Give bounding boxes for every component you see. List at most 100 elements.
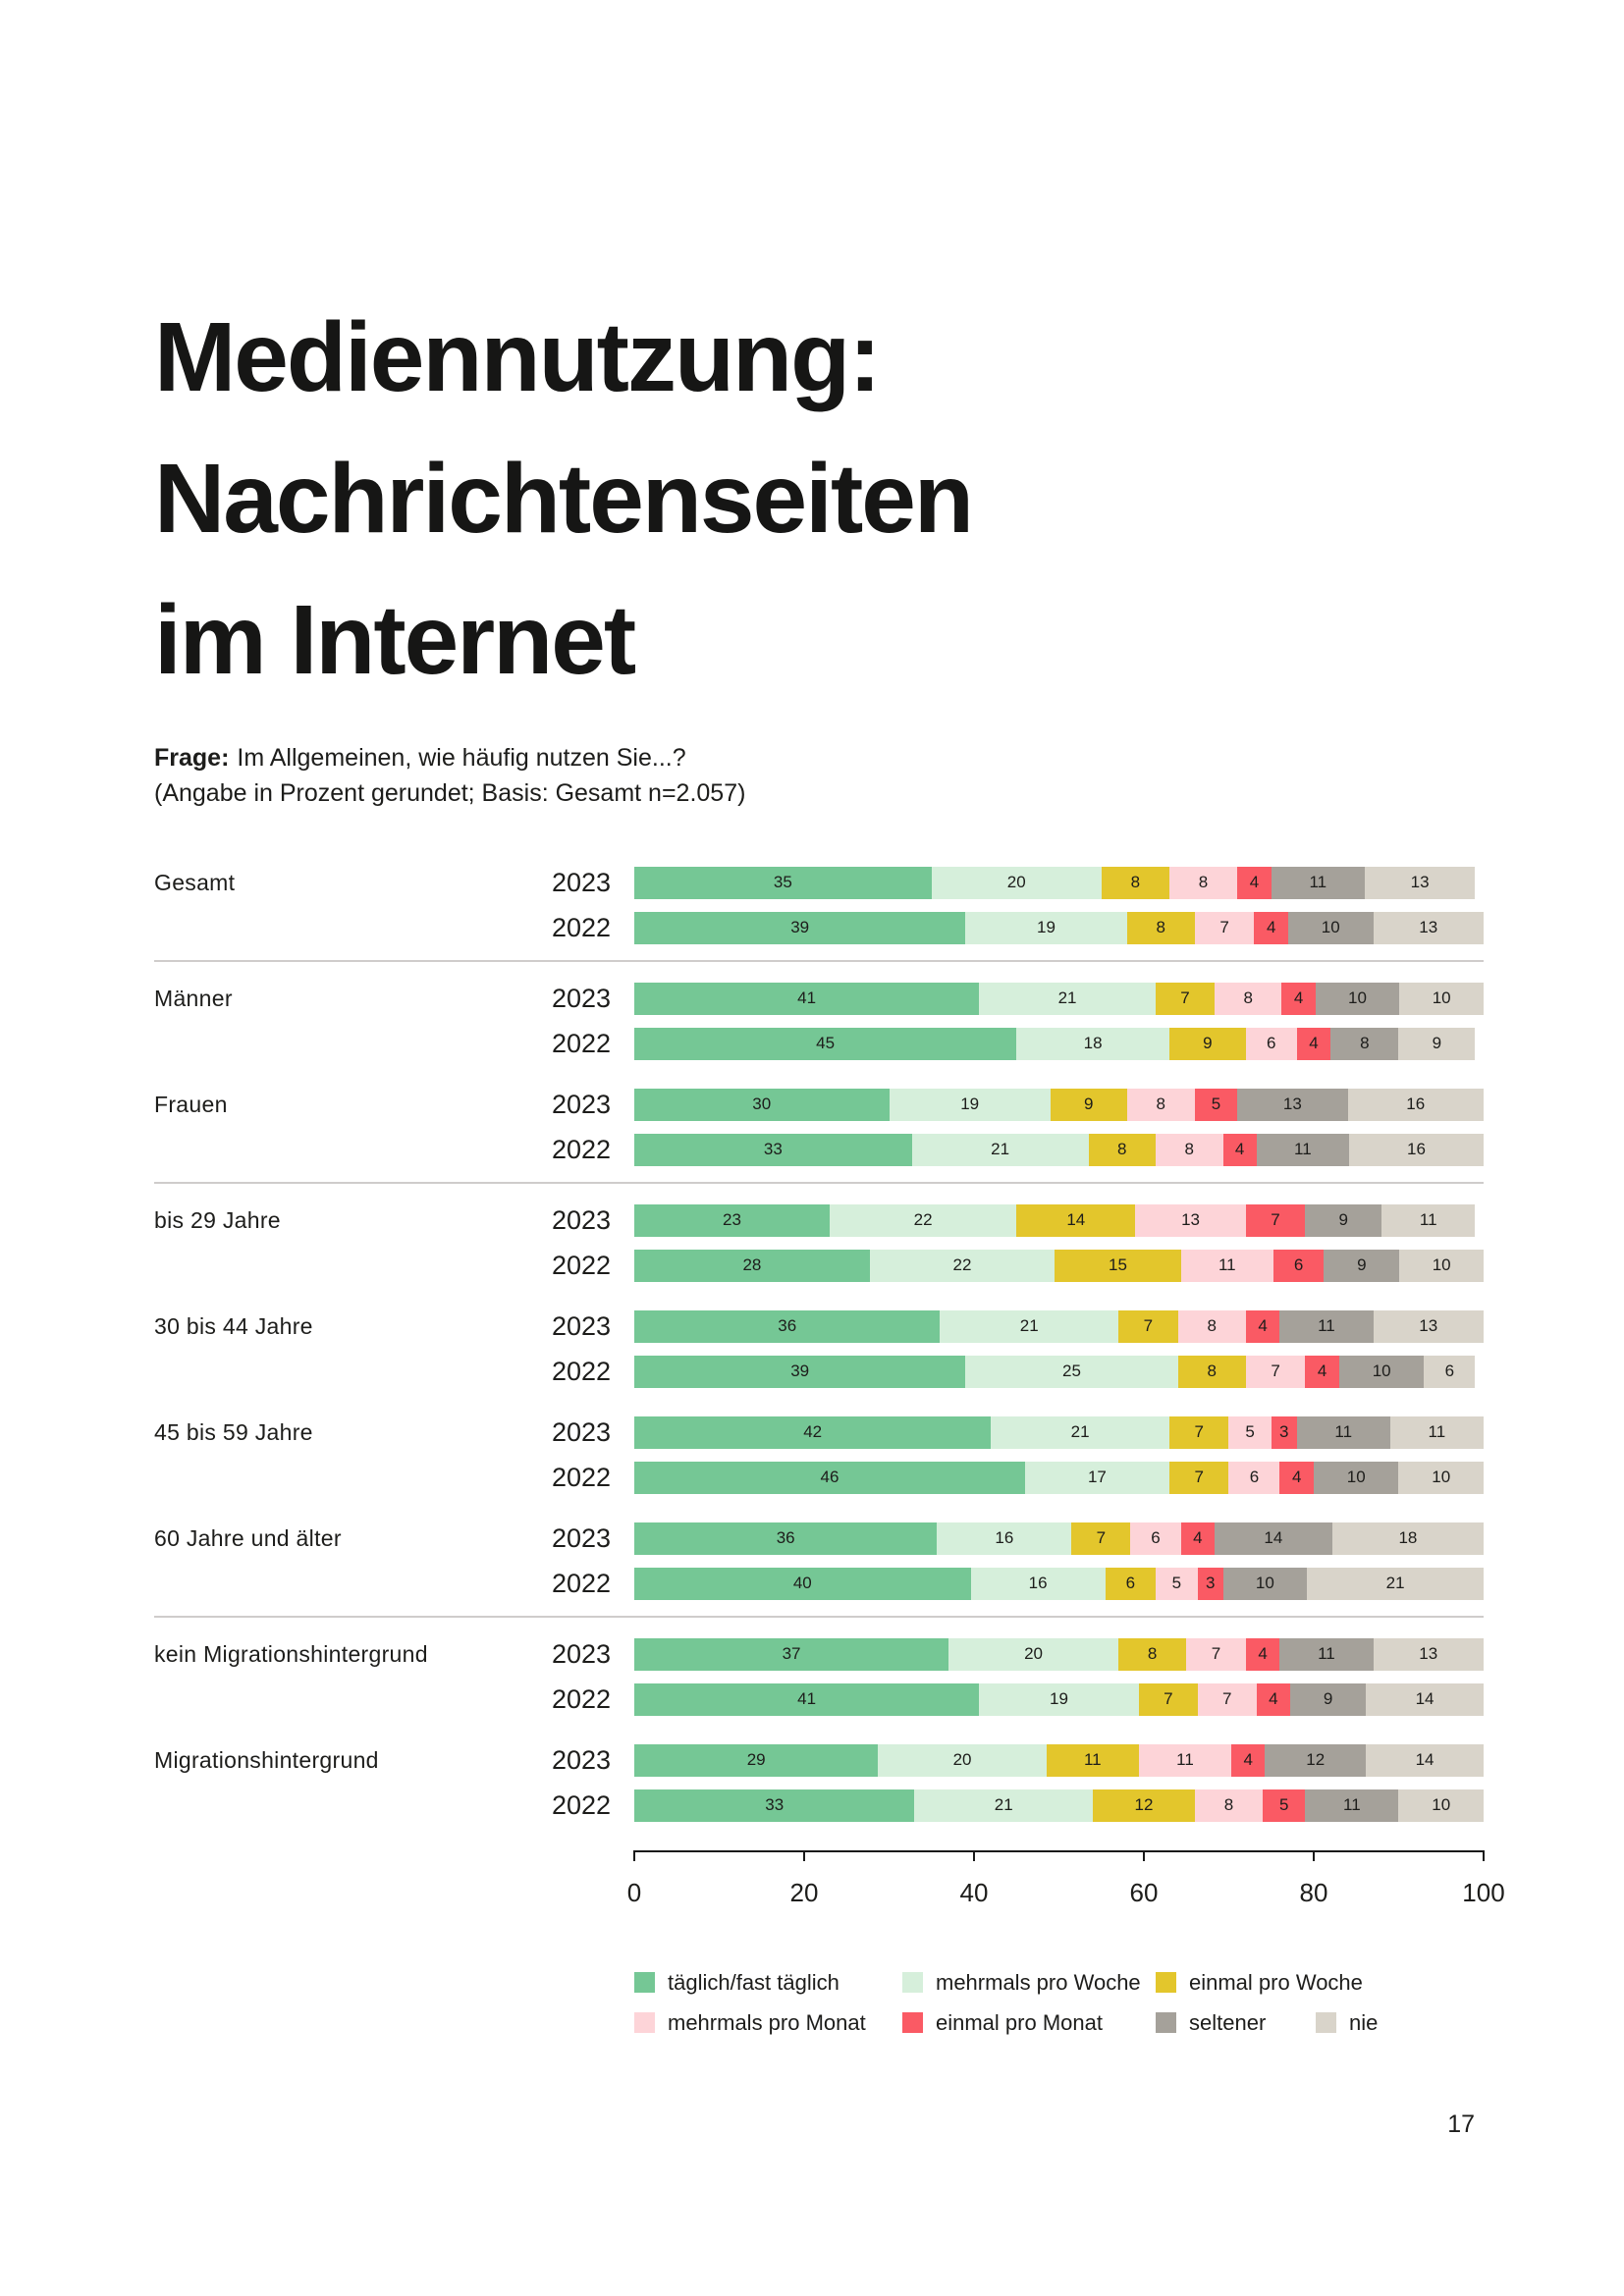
- segment-value: 16: [1406, 1095, 1426, 1113]
- legend-label: täglich/fast täglich: [668, 1969, 839, 1995]
- segment-value: 10: [1348, 988, 1367, 1007]
- bar-segment-einmal-pro-monat: 5: [1194, 1088, 1238, 1121]
- segment-value: 5: [1171, 1574, 1182, 1592]
- bar-row: Frauen 2023 30 19 9 8 5 13 16: [154, 1088, 1484, 1121]
- bar-track: 35 20 8 8 4 11 13: [634, 866, 1484, 899]
- bar-segment-einmal-pro-woche: 8: [1126, 911, 1195, 944]
- bar-segment-einmal-pro-woche: 8: [1118, 1637, 1187, 1671]
- x-axis: 0 20 40 60 80 100: [627, 1849, 1505, 1927]
- year-label: 2022: [552, 1683, 612, 1714]
- segment-value: 36: [778, 1316, 797, 1335]
- bar-row: 2022 39 25 8 7 4 10 6: [154, 1355, 1484, 1388]
- segment-value: 13: [1419, 1644, 1438, 1663]
- bar-group: 45 bis 59 Jahre 2023 42 21 7 5 3 11 11 2022 46 17 7 6…: [154, 1415, 1484, 1494]
- segment-value: 35: [773, 873, 792, 891]
- bar-group: bis 29 Jahre 2023 23 22 14 13 7 9 11 2022 28 22 15 11…: [154, 1203, 1484, 1282]
- bar-segment-einmal-pro-monat: 4: [1254, 911, 1289, 944]
- bar-segment-nie: 13: [1373, 911, 1484, 944]
- segment-value: 7: [1096, 1528, 1107, 1547]
- segment-value: 3: [1205, 1574, 1216, 1592]
- bar-segment-taeglich-fast-taeglich: 46: [634, 1461, 1025, 1494]
- year-label: 2022: [552, 912, 612, 942]
- segment-value: 9: [1084, 1095, 1094, 1113]
- bar-segment-mehrmals-pro-monat: 8: [1168, 866, 1238, 899]
- segment-value: 10: [1346, 1468, 1366, 1486]
- segment-value: 7: [1164, 1689, 1173, 1708]
- bar-segment-mehrmals-pro-monat: 5: [1156, 1567, 1198, 1600]
- bar-track: 39 25 8 7 4 10 6: [634, 1355, 1484, 1388]
- bar-segment-mehrmals-pro-monat: 8: [1126, 1088, 1195, 1121]
- question-line: Frage: Im Allgemeinen, wie häufig nutzen …: [154, 740, 1484, 775]
- bar-segment-einmal-pro-monat: 4: [1222, 1133, 1257, 1166]
- segment-value: 17: [1087, 1468, 1107, 1486]
- year-label: 2023: [552, 983, 612, 1013]
- bar-segment-mehrmals-pro-monat: 8: [1156, 1133, 1223, 1166]
- segment-value: 5: [1245, 1422, 1255, 1441]
- bar-segment-taeglich-fast-taeglich: 37: [634, 1637, 949, 1671]
- bar-segment-mehrmals-pro-monat: 6: [1130, 1522, 1181, 1555]
- year-label: 2022: [552, 1568, 612, 1598]
- bar-segment-seltener: 10: [1315, 982, 1400, 1015]
- segment-value: 11: [1343, 1795, 1361, 1814]
- bar-segment-mehrmals-pro-woche: 20: [878, 1743, 1047, 1777]
- year-label: 2022: [552, 1462, 612, 1492]
- segment-value: 11: [1294, 1140, 1312, 1158]
- bar-segment-mehrmals-pro-woche: 22: [869, 1249, 1056, 1282]
- bar-segment-nie: 13: [1364, 866, 1476, 899]
- bar-segment-seltener: 8: [1330, 1027, 1399, 1060]
- segment-value: 16: [995, 1528, 1014, 1547]
- x-axis-tick: [1143, 1849, 1145, 1861]
- segment-value: 11: [1428, 1422, 1446, 1441]
- bar-row: 30 bis 44 Jahre 2023 36 21 7 8 4 11 13: [154, 1309, 1484, 1343]
- bar-group: Migrationshintergrund 2023 29 20 11 11 4 12 14 20…: [154, 1743, 1485, 1822]
- bar-segment-mehrmals-pro-monat: 7: [1197, 1682, 1257, 1716]
- bar-segment-mehrmals-pro-monat: 8: [1194, 1789, 1264, 1822]
- legend-swatch-seltener: [1156, 2012, 1176, 2033]
- segment-value: 15: [1108, 1255, 1127, 1274]
- bar-segment-einmal-pro-monat: 3: [1271, 1415, 1297, 1449]
- x-axis-tick: [633, 1849, 635, 1861]
- bar-segment-taeglich-fast-taeglich: 29: [634, 1743, 879, 1777]
- segment-value: 22: [913, 1210, 933, 1229]
- bar-segment-einmal-pro-woche: 15: [1055, 1249, 1181, 1282]
- segment-value: 11: [1309, 873, 1327, 891]
- segment-value: 21: [1057, 988, 1077, 1007]
- segment-value: 3: [1278, 1422, 1289, 1441]
- segment-value: 4: [1258, 1644, 1268, 1663]
- segment-value: 36: [776, 1528, 795, 1547]
- segment-value: 14: [1415, 1750, 1435, 1769]
- legend-item-nie: nie: [1316, 2010, 1484, 2036]
- x-axis-line: [634, 1849, 1484, 1852]
- bar-segment-mehrmals-pro-woche: 21: [914, 1789, 1094, 1822]
- segment-value: 6: [1249, 1468, 1260, 1486]
- bar-segment-einmal-pro-woche: 12: [1093, 1789, 1195, 1822]
- basis-note: (Angabe in Prozent gerundet; Basis: Gesa…: [154, 779, 746, 808]
- category-label: Migrationshintergrund: [154, 1746, 379, 1773]
- page-title: Mediennutzung: Nachrichtenseiten im Inte…: [154, 287, 1484, 711]
- segment-value: 4: [1249, 873, 1260, 891]
- bar-segment-nie: 16: [1347, 1088, 1484, 1121]
- segment-value: 12: [1306, 1750, 1326, 1769]
- bar-row: 2022 40 16 6 5 3 10 21: [154, 1567, 1484, 1600]
- chart-rows: Gesamt 2023 35 20 8 8 4 11 13 2022 39 19 8 7 4 10 13 Männ…: [154, 866, 1485, 1822]
- segment-value: 21: [1019, 1316, 1039, 1335]
- bar-segment-einmal-pro-monat: 4: [1231, 1743, 1266, 1777]
- bar-segment-einmal-pro-woche: 7: [1155, 982, 1215, 1015]
- bar-segment-mehrmals-pro-woche: 16: [970, 1567, 1106, 1600]
- bar-segment-mehrmals-pro-woche: 20: [931, 866, 1102, 899]
- segment-value: 7: [1194, 1468, 1204, 1486]
- bar-segment-einmal-pro-monat: 4: [1180, 1522, 1215, 1555]
- segment-value: 4: [1193, 1528, 1203, 1547]
- bar-segment-nie: 13: [1373, 1309, 1484, 1343]
- legend-label: mehrmals pro Woche: [936, 1969, 1141, 1995]
- bar-segment-taeglich-fast-taeglich: 41: [634, 982, 980, 1015]
- bar-segment-einmal-pro-monat: 7: [1245, 1203, 1306, 1237]
- legend-swatch-einmal-pro-monat: [902, 2012, 923, 2033]
- segment-value: 18: [1083, 1034, 1103, 1052]
- segment-value: 13: [1419, 1316, 1438, 1335]
- bar-track: 37 20 8 7 4 11 13: [634, 1637, 1484, 1671]
- segment-value: 4: [1266, 918, 1276, 936]
- bar-segment-einmal-pro-monat: 5: [1263, 1789, 1306, 1822]
- bar-segment-taeglich-fast-taeglich: 28: [634, 1249, 870, 1282]
- segment-value: 11: [1318, 1644, 1335, 1663]
